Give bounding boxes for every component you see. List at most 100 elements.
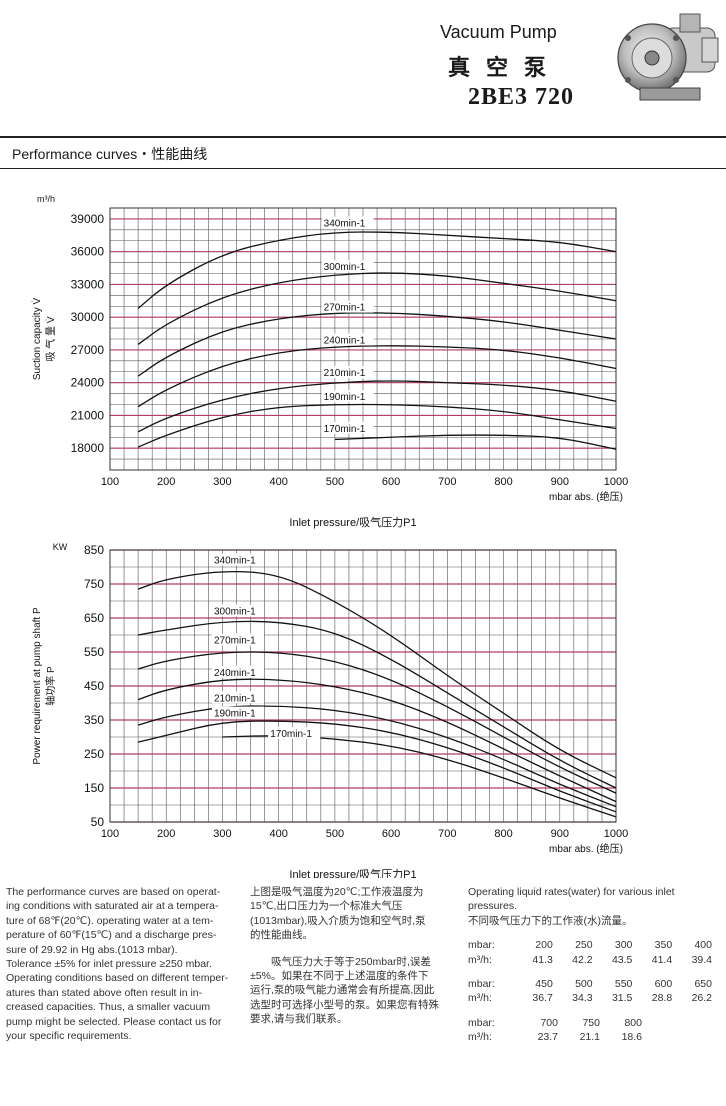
y-tick-label: 450 [84, 679, 104, 693]
note-line-cn: 上图是吸气温度为20℃;工作液温度为 [250, 886, 424, 898]
x-tick-label: 200 [157, 476, 175, 488]
note-line: atures than stated above often result in… [6, 986, 203, 999]
note-line: Operating conditions based on different … [6, 972, 229, 985]
x-tick-label: 800 [494, 476, 512, 488]
curve-240min-1 [137, 678, 617, 803]
curve-190min-1 [137, 403, 617, 448]
rates-cell: 36.7 [532, 992, 553, 1005]
x-tick-label: 300 [213, 476, 231, 488]
rates-cell: 700 [540, 1016, 558, 1029]
curve-label-bg [321, 260, 374, 273]
x-tick-label: 800 [494, 828, 512, 840]
curve-170min-1 [334, 434, 617, 450]
curve-label: 240min-1 [214, 668, 256, 679]
y-axis-label-group: Suction capacity V̇ 吸 气 量 V̇ [30, 298, 57, 381]
rates-title-cn: 不同吸气压力下的工作液(水)流量。 [468, 914, 633, 927]
curve-label: 210min-1 [214, 693, 256, 704]
rates-cell: 400 [694, 939, 712, 952]
note-line-cn: 要求,请与我们联系。 [250, 1013, 348, 1026]
curve-label: 170min-1 [324, 424, 366, 435]
rates-row: m³/h: 41.3 42.2 43.5 41.4 39.4 [468, 953, 718, 967]
rates-cell: 41.4 [651, 953, 673, 966]
y-tick-label: 21000 [71, 408, 105, 422]
curve-label-bg [212, 665, 265, 678]
note-line-cn: (1013mbar),吸入介质为饱和空气时,泵 [250, 914, 426, 927]
section-title: Performance curves・性能曲线 [12, 146, 208, 162]
curve-label-bg [212, 691, 265, 704]
curve-label: 210min-1 [324, 368, 366, 379]
curve-270min-1 [137, 312, 617, 377]
rates-cell: 39.4 [691, 953, 712, 966]
curve-label: 190min-1 [324, 392, 366, 403]
rates-cell: 250 [575, 939, 593, 952]
curve-label-bg [212, 604, 265, 617]
curve-210min-1 [137, 705, 617, 808]
suction-capacity-chart: 100 200 300 400 500 600 700 800 900 1000 18000 2100… [30, 194, 628, 529]
rates-cell: 350 [654, 939, 673, 952]
rates-cell: 300 [614, 939, 633, 952]
y-axis-label-cn: 轴功率 P [44, 666, 57, 706]
rates-cell: 21.1 [579, 1031, 600, 1044]
vacuum-pump-image [617, 13, 719, 101]
y-tick-label: 18000 [71, 441, 105, 455]
model-number: 2BE3 720 [468, 84, 575, 110]
rates-row: m³/h: 23.7 21.1 18.6 [468, 1030, 648, 1044]
x-tick-label: 600 [382, 476, 400, 488]
y-axis-label: Suction capacity V̇ [30, 298, 43, 381]
curve-label: 300min-1 [324, 262, 366, 273]
note-line-cn: 运行,泵的吸气能力通常会有所提高,因此 [250, 984, 435, 997]
x-tick-label: 200 [157, 828, 175, 840]
y-tick-label: 30000 [71, 310, 105, 324]
x-tick-label: 400 [269, 828, 287, 840]
x-tick-label: 600 [382, 828, 400, 840]
rates-row-label: mbar: [468, 939, 495, 952]
curve-label-bg [321, 390, 374, 403]
notes-chinese: 上图是吸气温度为20℃;工作液温度为 15℃,出口压力为一个标准大气压 (1013m… [250, 885, 466, 1027]
curve-190min-1 [137, 720, 617, 813]
rates-title-en: Operating liquid rates(water) for variou… [468, 886, 675, 913]
rates-row-label: mbar: [468, 978, 495, 991]
x-axis-label: Inlet pressure/吸气压力P1 [289, 867, 416, 878]
note-line: The performance curves are based on oper… [6, 886, 221, 898]
rates-row: mbar: 700 750 800 [468, 1016, 648, 1030]
x-tick-label: 700 [438, 828, 456, 840]
x-axis-label: Inlet pressure/吸气压力P1 [289, 515, 416, 529]
y-tick-label: 750 [84, 577, 104, 591]
rates-cell: 450 [535, 978, 553, 991]
rates-cell: 42.2 [572, 953, 593, 966]
note-line: ture of 68℉(20℃). operating water at a t… [6, 914, 214, 927]
plot-frame [109, 549, 617, 823]
title-chinese: 真空泵 [448, 56, 563, 81]
note-line-cn: 吸气压力大于等于250mbar时,误差 [250, 955, 431, 968]
rates-table: mbar: 200 250 300 350 400 m³/h: 41.3 42.2 43.5 41.… [468, 938, 718, 967]
rates-cell: 750 [582, 1016, 600, 1029]
curve-300min-1 [137, 620, 617, 789]
y-axis-label-cn: 吸 气 量 V̇ [44, 316, 57, 361]
rates-cell: 500 [575, 978, 593, 991]
notes-english: The performance curves are based on oper… [6, 885, 240, 1043]
rates-row-label: m³/h: [468, 1031, 492, 1044]
rates-row: mbar: 450 500 550 600 650 [468, 977, 718, 991]
x-tick-label: 900 [551, 476, 569, 488]
curve-210min-1 [137, 380, 617, 433]
x-tick-label: 500 [326, 476, 344, 488]
curve-label: 340min-1 [324, 219, 366, 230]
curve-300min-1 [137, 272, 617, 345]
rates-cell: 18.6 [621, 1031, 642, 1044]
x-tick-label: 300 [213, 828, 231, 840]
curve-label-bg [212, 553, 265, 566]
curve-170min-1 [222, 735, 617, 818]
curve-label: 240min-1 [324, 335, 366, 346]
note-line: sure of 29.92 in Hg abs.(1013 mbar). [6, 943, 178, 956]
x-unit-label: mbar abs. (绝压) [549, 842, 623, 855]
y-tick-label: 50 [91, 815, 105, 829]
curve-240min-1 [137, 345, 617, 408]
x-tick-label: 100 [101, 476, 119, 488]
y-tick-label: 24000 [71, 376, 105, 390]
title-english: Vacuum Pump [440, 22, 557, 42]
rates-row: m³/h: 36.7 34.3 31.5 28.8 26.2 [468, 991, 718, 1005]
rates-cell: 23.7 [537, 1031, 558, 1044]
x-tick-label: 1000 [604, 828, 628, 840]
y-tick-label: 39000 [71, 212, 105, 226]
rates-cell: 550 [614, 978, 633, 991]
